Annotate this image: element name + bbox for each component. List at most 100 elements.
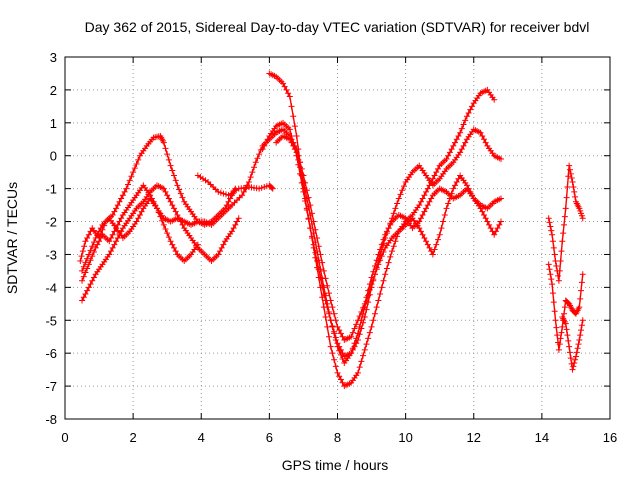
data-point — [575, 341, 582, 348]
data-point — [498, 195, 504, 202]
data-point — [547, 223, 554, 230]
data-point — [138, 208, 145, 215]
data-point — [450, 185, 457, 192]
y-tick-label: -8 — [45, 412, 57, 427]
data-point — [469, 103, 476, 110]
data-point — [458, 125, 465, 132]
data-point — [375, 297, 382, 304]
data-point — [109, 211, 116, 218]
data-point — [429, 251, 436, 258]
data-point — [494, 225, 501, 232]
data-point — [106, 238, 113, 245]
data-point — [90, 274, 97, 281]
data-point — [452, 139, 459, 146]
series-trace — [81, 184, 233, 282]
data-point — [577, 332, 584, 339]
data-point — [551, 308, 558, 315]
data-point — [477, 205, 484, 212]
data-point — [552, 258, 559, 265]
data-point — [578, 322, 585, 329]
y-axis-label: SDTVAR / TECUs — [4, 182, 20, 294]
data-point — [431, 172, 438, 179]
data-point — [118, 195, 125, 202]
data-point — [417, 198, 424, 205]
data-point — [283, 86, 290, 93]
data-point — [165, 156, 172, 163]
data-point — [571, 360, 578, 367]
data-point — [82, 290, 89, 297]
data-point — [548, 227, 555, 234]
data-point — [360, 352, 367, 359]
data-point — [353, 321, 360, 328]
data-point — [566, 349, 573, 356]
data-point — [558, 329, 565, 336]
data-point — [561, 213, 568, 220]
data-point — [130, 169, 137, 176]
data-point — [377, 257, 384, 264]
data-point — [295, 156, 302, 163]
series-trace — [548, 164, 584, 282]
data-point — [165, 195, 172, 202]
data-point — [116, 198, 123, 205]
data-point — [419, 211, 426, 218]
data-point — [167, 198, 174, 205]
data-point — [563, 326, 570, 333]
data-point — [300, 179, 307, 186]
data-point — [498, 156, 504, 163]
data-point — [331, 310, 338, 317]
data-point — [361, 304, 368, 311]
data-point — [385, 225, 392, 232]
series-10 — [545, 162, 586, 284]
data-point — [317, 251, 324, 258]
data-point — [162, 145, 169, 152]
data-point — [562, 320, 569, 327]
data-point — [579, 215, 586, 222]
series-12 — [559, 313, 586, 373]
x-tick-label: 2 — [130, 430, 137, 445]
data-point — [549, 290, 556, 297]
data-point — [331, 356, 338, 363]
data-point — [416, 218, 423, 225]
chart-title: Day 362 of 2015, Sidereal Day-to-day VTE… — [85, 19, 590, 35]
data-point — [479, 132, 486, 139]
data-point — [336, 347, 343, 354]
data-point — [94, 231, 101, 238]
data-point — [431, 246, 438, 253]
data-point — [332, 337, 339, 344]
data-point — [314, 248, 321, 255]
data-point — [222, 191, 229, 198]
data-point — [561, 304, 568, 311]
data-point — [310, 230, 317, 237]
data-point — [578, 279, 585, 286]
data-point — [109, 231, 116, 238]
data-point — [463, 182, 470, 189]
data-point — [84, 287, 91, 294]
data-point — [370, 276, 377, 283]
data-point — [312, 239, 319, 246]
data-point — [380, 277, 387, 284]
data-point — [433, 241, 440, 248]
data-point — [220, 190, 227, 197]
data-point — [446, 195, 453, 202]
data-point — [85, 231, 92, 238]
data-point — [578, 287, 585, 294]
data-point — [135, 215, 142, 222]
data-point — [85, 251, 92, 258]
data-point — [457, 129, 464, 136]
data-point — [337, 351, 344, 358]
data-point — [177, 218, 184, 225]
data-point — [383, 265, 390, 272]
data-point — [84, 255, 91, 262]
data-point — [227, 195, 234, 202]
data-point — [113, 238, 120, 245]
data-point — [169, 202, 176, 209]
data-point — [564, 332, 571, 339]
data-point — [218, 244, 225, 251]
data-point — [559, 238, 566, 245]
data-point — [480, 211, 487, 218]
data-point — [492, 228, 499, 235]
data-point — [567, 355, 574, 362]
data-point — [450, 142, 457, 149]
data-point — [423, 238, 430, 245]
